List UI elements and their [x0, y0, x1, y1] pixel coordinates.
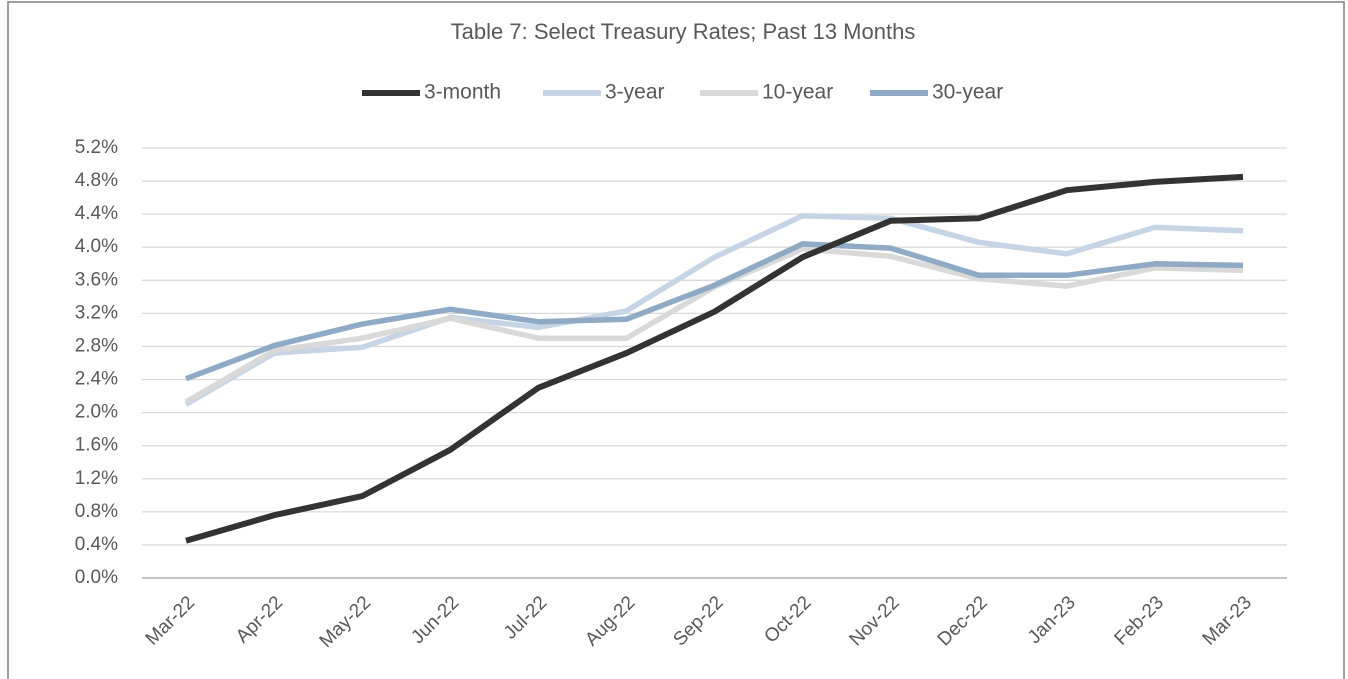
y-tick-label: 0.0% — [75, 567, 118, 588]
series-line — [185, 173, 1244, 544]
y-tick-label: 2.8% — [75, 335, 118, 356]
y-tick-label: 1.2% — [75, 468, 118, 489]
y-tick-label: 0.8% — [75, 501, 118, 522]
y-tick-label: 5.2% — [75, 137, 118, 158]
legend-label: 10-year — [762, 81, 833, 104]
y-tick-label: 1.6% — [75, 435, 118, 456]
y-tick-label: 2.0% — [75, 402, 118, 423]
y-tick-label: 4.8% — [75, 170, 118, 191]
chart-border — [7, 1, 1345, 679]
y-tick-label: 3.2% — [75, 302, 118, 323]
legend-label: 30-year — [932, 81, 1003, 104]
legend-label: 3-month — [424, 81, 501, 104]
legend-label: 3-year — [605, 81, 665, 104]
y-tick-label: 0.4% — [75, 534, 118, 555]
y-tick-label: 2.4% — [75, 369, 118, 390]
chart-title: Table 7: Select Treasury Rates; Past 13 … — [451, 19, 916, 44]
y-tick-label: 4.4% — [75, 203, 118, 224]
y-tick-label: 4.0% — [75, 236, 118, 257]
y-tick-label: 3.6% — [75, 269, 118, 290]
series-line — [185, 241, 1244, 382]
series-line — [184, 213, 1244, 407]
